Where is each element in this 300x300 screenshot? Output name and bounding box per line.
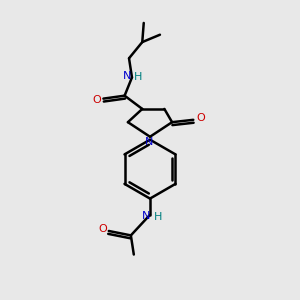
Text: O: O — [98, 224, 107, 234]
Text: N: N — [145, 137, 154, 147]
Text: N: N — [141, 211, 150, 221]
Text: O: O — [196, 113, 205, 123]
Text: H: H — [154, 212, 162, 222]
Text: O: O — [93, 95, 101, 105]
Text: N: N — [123, 71, 132, 81]
Text: H: H — [134, 72, 142, 82]
